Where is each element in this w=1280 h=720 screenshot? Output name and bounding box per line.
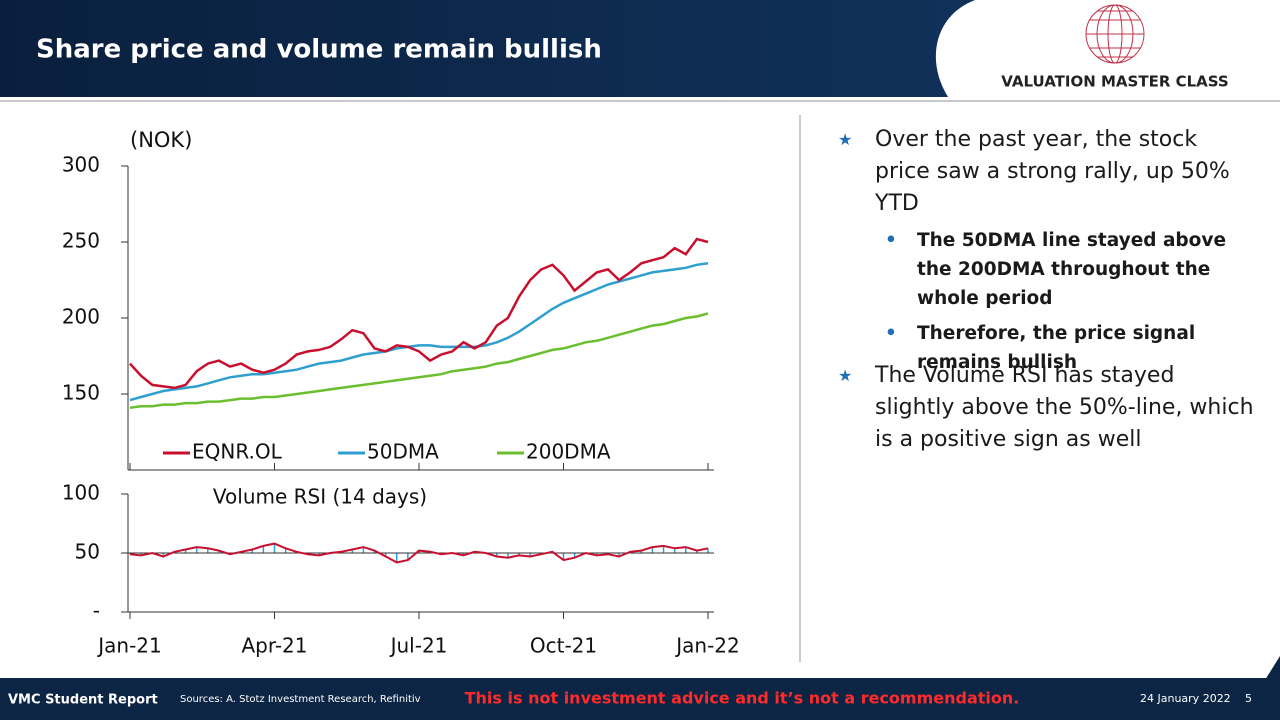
brand: VALUATION MASTER CLASS <box>1001 73 1228 91</box>
slide-title: Share price and volume remain bullish <box>36 35 602 65</box>
footer-report: VMC Student Report <box>8 693 158 708</box>
bullet-star: ★ <box>838 130 853 149</box>
footer-sources: Sources: A. Stotz Investment Research, R… <box>180 694 421 705</box>
legend-label: EQNR.OL <box>192 440 283 464</box>
y-tick-label: 300 <box>62 153 100 177</box>
y-tick-label: 200 <box>62 305 100 329</box>
legend-label: 50DMA <box>367 440 439 464</box>
x-tick-label: Jan-22 <box>674 634 740 658</box>
x-tick-label: Jul-21 <box>389 634 448 658</box>
y-axis-label: (NOK) <box>130 128 192 152</box>
series-line <box>129 262 709 402</box>
y-tick-label: 50 <box>75 540 100 564</box>
y-tick-label: 150 <box>62 381 100 405</box>
rsi-line <box>129 542 709 564</box>
y-tick-label: 250 <box>62 229 100 253</box>
footer-disclaimer: This is not investment advice and it’s n… <box>465 689 1020 708</box>
sub-bullet-text: The 50DMA line stayed above the 200DMA t… <box>917 230 1226 309</box>
sub-bullet: • The 50DMA line stayed above the 200DMA … <box>885 226 1258 313</box>
series-line <box>129 237 709 390</box>
bullet-star: ★ <box>838 366 853 385</box>
sub-bullet-text: Therefore, the price signal remains bull… <box>917 323 1196 373</box>
logo-globe <box>1085 4 1145 64</box>
sub-bullet: • Therefore, the price signal remains bul… <box>885 319 1258 377</box>
x-tick-label: Apr-21 <box>242 634 308 658</box>
y-tick-label: 100 <box>62 481 100 505</box>
chart-title: Volume RSI (14 days) <box>213 485 427 509</box>
series-line <box>129 312 709 409</box>
bullet-text: Over the past year, the stock price saw … <box>875 127 1230 216</box>
sub-bullet-dot: • <box>885 323 897 344</box>
y-tick-label: - <box>93 599 100 623</box>
x-tick-label: Jan-21 <box>96 634 162 658</box>
footer-bar <box>0 678 1280 720</box>
x-tick-label: Oct-21 <box>530 634 597 658</box>
bullet-text: The Volume RSI has stayed slightly above… <box>875 363 1254 452</box>
bullet: ★ The Volume RSI has stayed slightly abov… <box>838 360 1258 456</box>
footer-page: 5 <box>1245 692 1252 705</box>
bullet: ★ Over the past year, the stock price saw… <box>838 124 1258 377</box>
sub-bullet-dot: • <box>885 230 897 251</box>
legend-label: 200DMA <box>526 440 611 464</box>
footer-date: 24 January 2022 <box>1140 692 1231 705</box>
footer-corner <box>1240 656 1280 720</box>
